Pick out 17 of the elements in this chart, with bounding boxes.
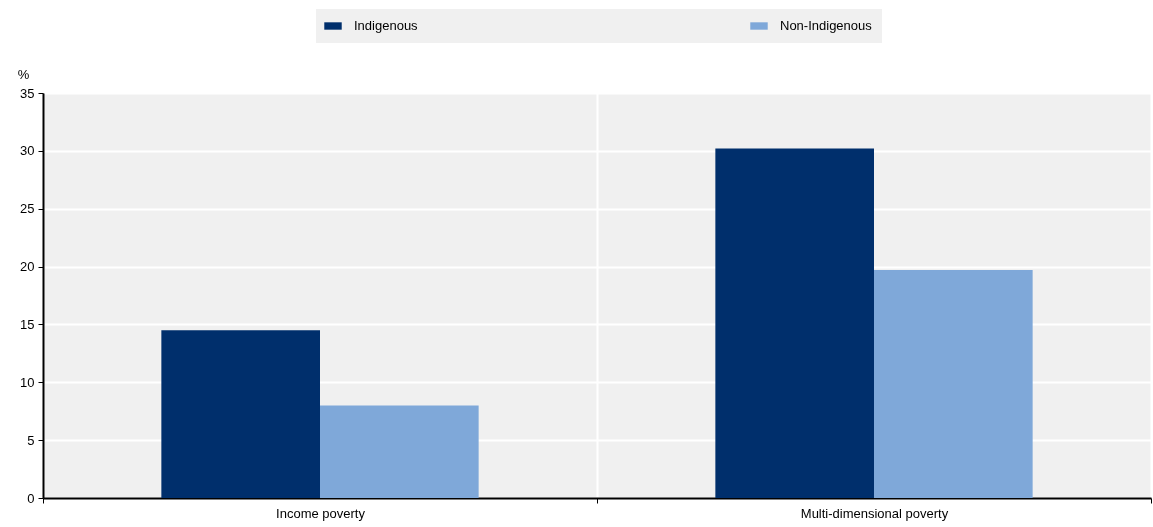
y-tick-label: 35 (20, 85, 35, 101)
x-tick-label: Income poverty (276, 505, 366, 521)
y-tick-label: 0 (27, 490, 35, 506)
bar (715, 148, 874, 498)
y-tick-label: 5 (27, 432, 35, 448)
legend-label: Indigenous (354, 18, 419, 33)
y-tick-label: 15 (20, 316, 35, 332)
y-tick-label: 20 (20, 259, 35, 275)
x-tick-label: Multi-dimensional poverty (800, 505, 949, 521)
legend-label: Non-Indigenous (780, 18, 873, 33)
bar (161, 330, 320, 498)
y-axis-title: % (17, 66, 30, 82)
bar (320, 405, 479, 498)
y-tick-label: 30 (20, 143, 35, 159)
bar (874, 270, 1033, 498)
y-tick-label: 25 (20, 201, 35, 217)
y-tick-label: 10 (20, 374, 35, 390)
